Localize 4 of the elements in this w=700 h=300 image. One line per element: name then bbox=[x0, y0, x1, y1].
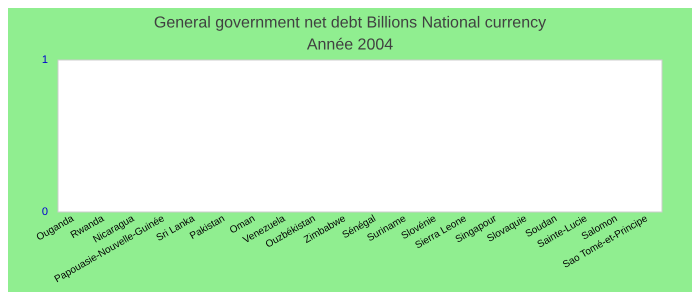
chart-title: General government net debt Billions National currency bbox=[154, 14, 546, 32]
y-tick-label: 0 bbox=[42, 206, 48, 218]
chart-subtitle: Année 2004 bbox=[306, 36, 394, 54]
y-tick-label: 1 bbox=[42, 54, 48, 66]
